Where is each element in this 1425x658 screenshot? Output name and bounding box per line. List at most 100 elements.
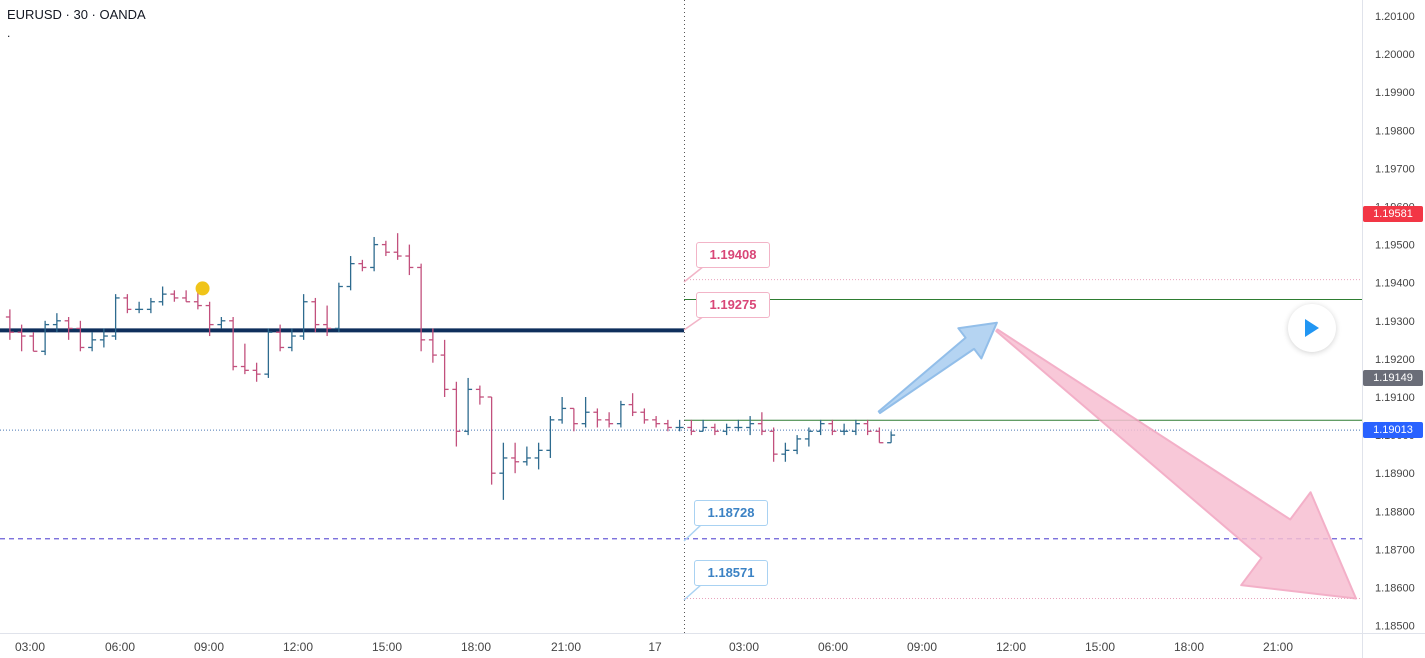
ohlc-bar[interactable]: [205, 301, 214, 337]
ohlc-bar[interactable]: [804, 427, 813, 447]
ohlc-bar[interactable]: [428, 328, 437, 363]
ohlc-bar[interactable]: [452, 381, 461, 447]
ohlc-bar[interactable]: [240, 343, 249, 375]
ohlc-bar[interactable]: [158, 286, 167, 306]
ohlc-bar[interactable]: [311, 297, 320, 333]
ohlc-bar[interactable]: [264, 328, 273, 378]
callout-3[interactable]: 1.18728: [694, 500, 768, 526]
price-tick-label: 1.18700: [1375, 544, 1415, 556]
ohlc-bar[interactable]: [346, 256, 355, 291]
ohlc-bar[interactable]: [99, 328, 108, 348]
ohlc-bar[interactable]: [287, 328, 296, 352]
ohlc-bar[interactable]: [499, 442, 508, 500]
ohlc-bar[interactable]: [734, 419, 743, 432]
price-tick-label: 1.18800: [1375, 506, 1415, 518]
price-axis-tag: 1.19581: [1363, 205, 1423, 222]
ohlc-bar[interactable]: [746, 416, 755, 436]
ohlc-bar[interactable]: [464, 377, 473, 436]
ohlc-bar[interactable]: [616, 400, 625, 428]
ohlc-bar[interactable]: [511, 442, 520, 474]
signal-dot-marker[interactable]: [195, 281, 210, 296]
ohlc-bar[interactable]: [851, 419, 860, 436]
ohlc-bar[interactable]: [475, 385, 484, 405]
play-button[interactable]: [1288, 304, 1336, 352]
ohlc-bar[interactable]: [816, 419, 825, 436]
ohlc-bar[interactable]: [687, 419, 696, 436]
price-tick-label: 1.19800: [1375, 125, 1415, 137]
ohlc-bar[interactable]: [522, 446, 531, 466]
forecast-arrow-down[interactable]: [995, 328, 1357, 600]
ohlc-bar[interactable]: [440, 339, 449, 397]
ohlc-bar[interactable]: [299, 294, 308, 340]
ohlc-bar[interactable]: [781, 442, 790, 462]
callout-pointer: [683, 523, 703, 542]
ohlc-bar[interactable]: [393, 233, 402, 260]
time-tick-label: 12:00: [283, 640, 313, 654]
ohlc-bar[interactable]: [875, 427, 884, 444]
ohlc-bar[interactable]: [793, 435, 802, 455]
ohlc-bar[interactable]: [170, 290, 179, 302]
ohlc-bar[interactable]: [487, 396, 496, 485]
ohlc-bar[interactable]: [605, 412, 614, 428]
ohlc-bar[interactable]: [358, 259, 367, 272]
time-tick-label: 06:00: [105, 640, 135, 654]
ohlc-bar[interactable]: [722, 423, 731, 436]
ohlc-bar[interactable]: [593, 408, 602, 428]
ohlc-bar[interactable]: [182, 290, 191, 303]
ohlc-bar[interactable]: [217, 316, 226, 329]
time-tick-label: 18:00: [1174, 640, 1204, 654]
ohlc-bar[interactable]: [628, 393, 637, 417]
legend-indicator-line: .: [7, 26, 11, 40]
callout-2[interactable]: 1.19275: [696, 292, 770, 318]
callout-4[interactable]: 1.18571: [694, 560, 768, 586]
ohlc-bar[interactable]: [381, 240, 390, 257]
ohlc-bar[interactable]: [863, 419, 872, 436]
ohlc-bar[interactable]: [769, 427, 778, 462]
ohlc-bar[interactable]: [146, 297, 155, 314]
ohlc-bar[interactable]: [41, 320, 50, 356]
ohlc-bar[interactable]: [123, 294, 132, 314]
ohlc-bar[interactable]: [370, 236, 379, 272]
ohlc-bar[interactable]: [757, 412, 766, 436]
legend-symbol: EURUSD: [7, 7, 62, 22]
ohlc-bar[interactable]: [546, 416, 555, 458]
ohlc-bar[interactable]: [88, 332, 97, 352]
ohlc-bar[interactable]: [569, 407, 578, 432]
ohlc-bar[interactable]: [17, 324, 26, 352]
time-tick-label: 09:00: [194, 640, 224, 654]
ohlc-bar[interactable]: [29, 332, 38, 352]
ohlc-bar[interactable]: [52, 313, 61, 333]
ohlc-bar[interactable]: [710, 423, 719, 436]
ohlc-bar[interactable]: [558, 397, 567, 424]
ohlc-bar[interactable]: [111, 294, 120, 340]
ohlc-bar[interactable]: [276, 324, 285, 352]
ohlc-bar[interactable]: [828, 419, 837, 436]
price-tick-label: 1.20100: [1375, 11, 1415, 23]
ohlc-bar[interactable]: [252, 362, 261, 382]
forecast-arrow-up[interactable]: [877, 321, 998, 415]
ohlc-bar[interactable]: [581, 397, 590, 428]
ohlc-bar[interactable]: [229, 316, 238, 371]
ohlc-bar[interactable]: [405, 244, 414, 276]
callout-1[interactable]: 1.19408: [696, 242, 770, 268]
time-tick-label: 21:00: [1263, 640, 1293, 654]
ohlc-bar[interactable]: [699, 419, 708, 432]
ohlc-bar[interactable]: [5, 309, 14, 340]
legend-separator-1: ·: [61, 7, 74, 22]
ohlc-bar[interactable]: [323, 305, 332, 337]
ohlc-bar[interactable]: [334, 282, 343, 333]
ohlc-bar[interactable]: [652, 416, 661, 428]
ohlc-bar[interactable]: [887, 431, 896, 444]
ohlc-bar[interactable]: [64, 316, 73, 340]
callout-pointer: [683, 583, 703, 601]
ohlc-bar[interactable]: [534, 442, 543, 470]
ohlc-bar[interactable]: [417, 263, 426, 352]
ohlc-bar[interactable]: [840, 423, 849, 436]
ohlc-bar[interactable]: [675, 419, 684, 432]
ohlc-bar[interactable]: [640, 408, 649, 424]
ohlc-bar[interactable]: [663, 419, 672, 432]
ohlc-bar[interactable]: [135, 301, 144, 314]
ohlc-bar[interactable]: [76, 320, 85, 352]
price-tick-label: 1.19200: [1375, 354, 1415, 366]
